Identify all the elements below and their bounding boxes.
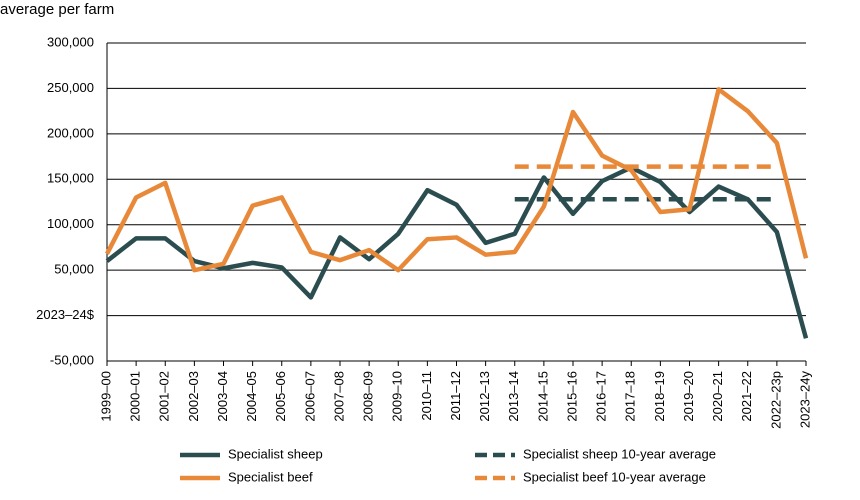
x-tick-label: 2021–22 (739, 371, 754, 422)
legend-label: Specialist sheep 10-year average (523, 446, 716, 461)
x-tick-label: 2006–07 (302, 371, 317, 422)
legend-label: Specialist sheep (228, 446, 323, 461)
chart-title: average per farm (0, 1, 114, 18)
x-tick-label: 2022–23p (768, 371, 783, 429)
y-tick-label: 300,000 (47, 34, 94, 49)
x-tick-label: 2000–01 (128, 371, 143, 422)
x-tick-label: 2002–03 (186, 371, 201, 422)
x-tick-label: 2007–08 (331, 371, 346, 422)
x-tick-label: 2008–09 (361, 371, 376, 422)
x-tick-label: 2001–02 (157, 371, 172, 422)
x-tick-label: 2020–21 (710, 371, 725, 422)
x-tick-label: 2012–13 (477, 371, 492, 422)
legend-label: Specialist beef (228, 469, 313, 484)
legend-label: Specialist beef 10-year average (523, 469, 706, 484)
x-tick-label: 2013–14 (506, 371, 521, 422)
x-tick-label: 2017–18 (623, 371, 638, 422)
x-tick-label: 2023–24y (797, 371, 812, 429)
y-tick-label: 100,000 (47, 216, 94, 231)
x-tick-label: 2011–12 (448, 371, 463, 421)
x-tick-label: 1999–00 (98, 371, 113, 422)
x-tick-label: 2016–17 (594, 371, 609, 422)
x-tick-label: 2015–16 (564, 371, 579, 422)
y-tick-label: 250,000 (47, 80, 94, 95)
y-tick-label: 2023–24$ (36, 307, 95, 322)
y-tick-label: -50,000 (50, 352, 94, 367)
y-tick-label: 50,000 (54, 262, 94, 277)
x-tick-label: 2019–20 (681, 371, 696, 422)
x-tick-label: 2009–10 (390, 371, 405, 422)
x-tick-label: 2003–04 (215, 371, 230, 422)
x-tick-label: 2018–19 (652, 371, 667, 422)
x-tick-label: 2004–05 (244, 371, 259, 422)
y-tick-label: 150,000 (47, 171, 94, 186)
x-tick-label: 2010–11 (419, 371, 434, 421)
y-tick-label: 200,000 (47, 125, 94, 140)
x-tick-label: 2014–15 (535, 371, 550, 422)
line-series (105, 87, 809, 273)
x-tick-label: 2005–06 (273, 371, 288, 422)
line-series (105, 165, 809, 339)
